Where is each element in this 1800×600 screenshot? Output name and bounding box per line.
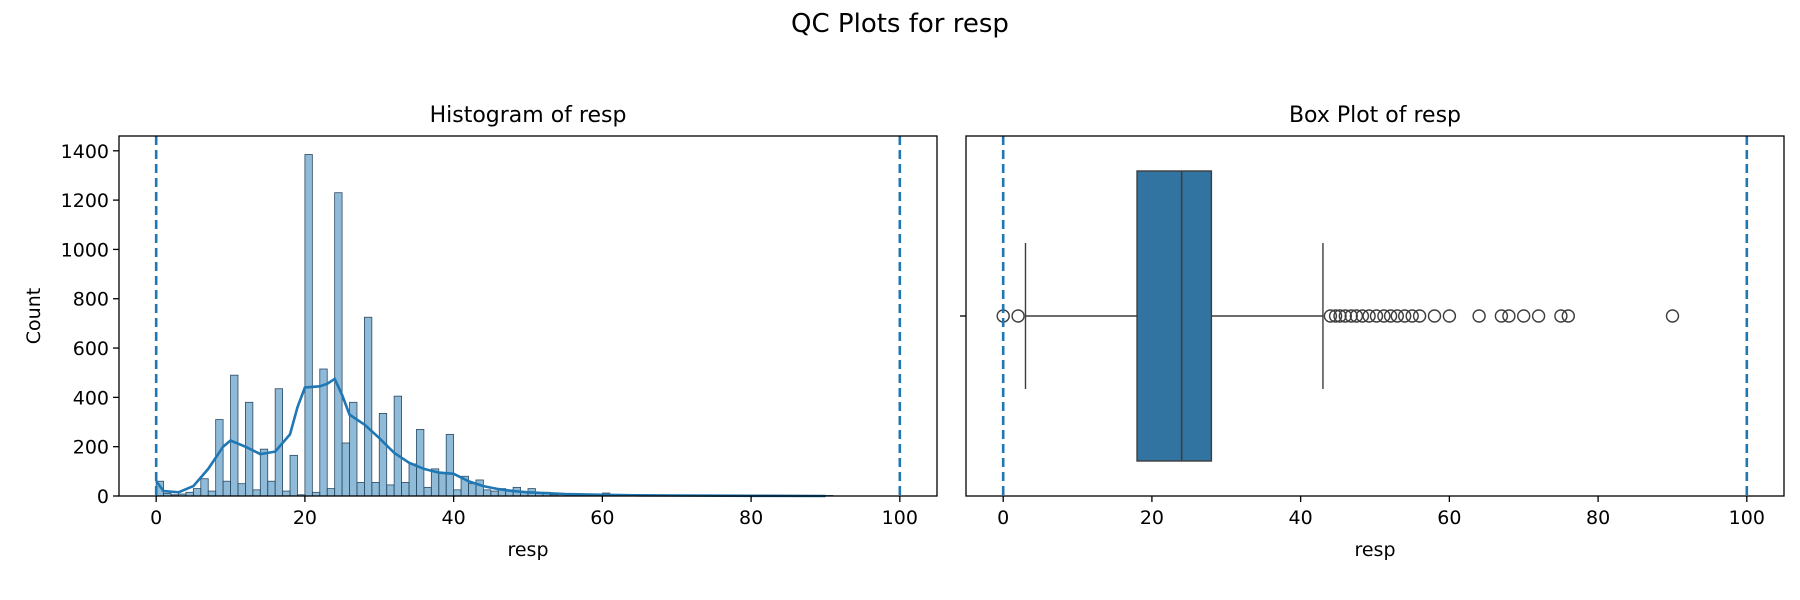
histogram-bar xyxy=(304,154,313,497)
histogram-bar xyxy=(453,489,462,497)
histogram-bar xyxy=(326,488,336,497)
boxplot-outlier xyxy=(1390,309,1405,323)
histogram-bar xyxy=(356,482,365,497)
boxplot-outlier xyxy=(1323,309,1338,323)
boxplot-x-tick-label: 60 xyxy=(1437,507,1461,529)
boxplot-axes-frame xyxy=(965,135,1785,497)
histogram-y-tick-label: 800 xyxy=(73,289,109,311)
histogram-bar xyxy=(222,480,231,497)
histogram-bar xyxy=(207,490,217,497)
histogram-bar xyxy=(289,454,298,497)
histogram-bar xyxy=(438,472,447,497)
boxplot-outlier xyxy=(1355,309,1370,323)
histogram-kde-line xyxy=(155,376,826,498)
histogram-x-tick-label: 40 xyxy=(442,507,466,529)
boxplot-body xyxy=(1024,170,1324,462)
boxplot-outlier xyxy=(1011,309,1025,323)
histogram-bar xyxy=(341,442,350,497)
histogram-bar xyxy=(371,482,380,497)
histogram-bar xyxy=(192,488,202,497)
histogram-y-tick-label: 1200 xyxy=(61,190,109,212)
histogram-x-tick-label: 80 xyxy=(739,507,763,529)
histogram-title: Histogram of resp xyxy=(430,103,627,128)
histogram-axes-frame xyxy=(118,135,938,497)
boxplot-threshold-lines xyxy=(1001,136,1749,496)
boxplot-x-tick-label: 80 xyxy=(1586,507,1610,529)
boxplot-outlier xyxy=(1338,309,1353,323)
boxplot-x-tick-label: 20 xyxy=(1140,507,1164,529)
boxplot-outlier xyxy=(1442,309,1457,323)
boxplot-outlier xyxy=(1412,309,1427,323)
boxplot-x-tick-label: 40 xyxy=(1289,507,1313,529)
boxplot-outlier xyxy=(1383,309,1398,323)
histogram-y-tick-label: 0 xyxy=(97,486,109,508)
boxplot-x-tick-label: 0 xyxy=(997,507,1009,529)
histogram-bar xyxy=(468,483,477,497)
boxplot-outlier xyxy=(1502,309,1516,323)
histogram-bar xyxy=(445,433,455,497)
boxplot-outlier xyxy=(1531,309,1546,323)
figure-suptitle: QC Plots for resp xyxy=(791,9,1009,39)
boxplot-outlier xyxy=(1405,309,1419,323)
boxplot-outlier xyxy=(1472,309,1486,323)
boxplot-outlier xyxy=(1554,309,1568,323)
boxplot-outlier xyxy=(1377,309,1391,323)
histogram-threshold-lines xyxy=(154,136,902,496)
boxplot-outlier xyxy=(1328,309,1343,323)
histogram-bars xyxy=(155,154,834,497)
boxplot-outlier xyxy=(1369,309,1384,323)
histogram-bar xyxy=(386,484,395,497)
histogram-bar xyxy=(401,482,410,497)
histogram-bar xyxy=(378,412,388,497)
histogram-bar xyxy=(259,448,269,497)
histogram-panel: Histogram of resp 0 20 40 60 80 100 0 200 400 60… xyxy=(23,103,938,561)
histogram-y-tick-label: 200 xyxy=(73,437,109,459)
boxplot-outlier xyxy=(1494,309,1509,323)
boxplot-x-ticks: 0 20 40 60 80 100 xyxy=(997,496,1765,529)
histogram-y-tick-label: 600 xyxy=(73,338,109,360)
boxplot-box xyxy=(1136,170,1213,462)
boxplot-outlier xyxy=(1344,309,1358,323)
histogram-x-tick-label: 20 xyxy=(293,507,317,529)
histogram-y-label: Count xyxy=(23,288,45,344)
boxplot-x-tick-label: 100 xyxy=(1729,507,1765,529)
histogram-bar xyxy=(200,478,209,497)
histogram-y-tick-label: 1000 xyxy=(61,239,109,261)
histogram-bar xyxy=(237,483,246,497)
boxplot-outlier xyxy=(1561,309,1576,323)
histogram-y-ticks: 0 200 400 600 800 1000 1200 1400 xyxy=(61,141,119,508)
histogram-x-tick-label: 100 xyxy=(882,507,918,529)
histogram-bar xyxy=(334,192,343,497)
histogram-bar xyxy=(475,479,484,497)
boxplot-panel: Box Plot of resp 0 20 40 60 80 100 resp xyxy=(960,103,1785,561)
histogram-x-ticks: 0 20 40 60 80 100 xyxy=(150,496,918,529)
histogram-x-tick-label: 60 xyxy=(590,507,614,529)
boxplot-outlier xyxy=(1333,309,1347,323)
histogram-y-tick-label: 400 xyxy=(73,387,109,409)
histogram-bar xyxy=(423,486,432,497)
histogram-bar xyxy=(363,316,373,497)
histogram-y-tick-label: 1400 xyxy=(61,141,109,163)
boxplot-outlier xyxy=(1516,309,1531,323)
boxplot-outlier xyxy=(1427,309,1442,323)
boxplot-outliers xyxy=(996,309,1680,323)
boxplot-x-label: resp xyxy=(1354,539,1395,561)
histogram-bar xyxy=(490,490,499,497)
histogram-bar xyxy=(416,429,425,497)
histogram-bar xyxy=(319,368,328,497)
histogram-bar xyxy=(393,395,402,497)
boxplot-outlier xyxy=(1665,309,1680,323)
histogram-x-label: resp xyxy=(507,539,548,561)
histogram-bar xyxy=(252,489,261,497)
boxplot-outlier xyxy=(1397,309,1412,323)
histogram-bar xyxy=(408,463,417,497)
histogram-bar xyxy=(230,374,239,497)
boxplot-title: Box Plot of resp xyxy=(1289,103,1461,128)
histogram-bar xyxy=(267,480,276,497)
histogram-bar xyxy=(282,490,291,497)
boxplot-outlier xyxy=(1362,309,1376,323)
histogram-bar xyxy=(482,489,492,497)
histogram-x-tick-label: 0 xyxy=(150,507,162,529)
